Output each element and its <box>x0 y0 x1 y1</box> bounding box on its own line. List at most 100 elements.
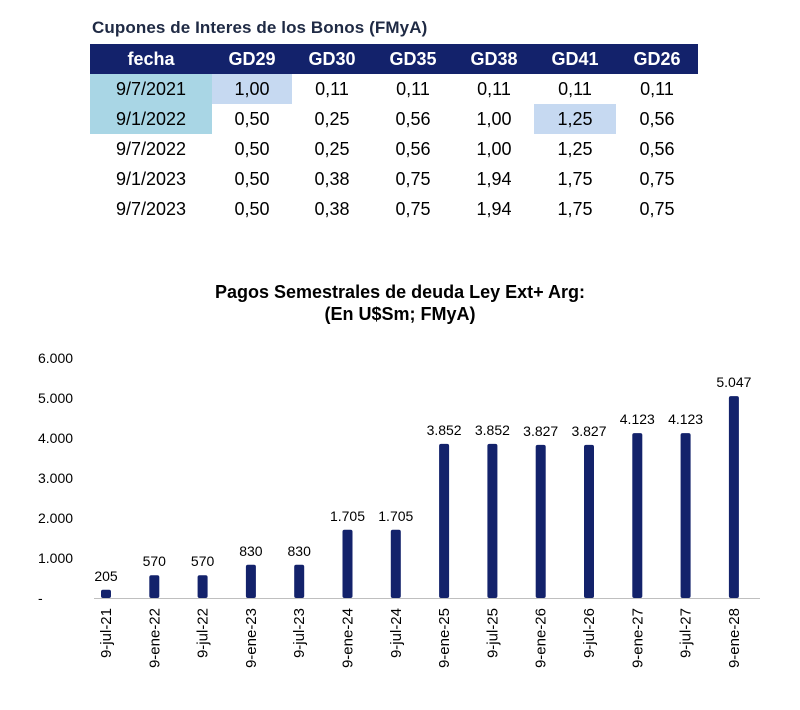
x-tick-label: 9-ene-25 <box>436 608 453 668</box>
x-tick-label: 9-ene-27 <box>629 608 646 668</box>
y-tick-label: 6.000 <box>38 350 73 366</box>
y-tick-label: 1.000 <box>38 550 73 566</box>
y-tick-label: 5.000 <box>38 390 73 406</box>
table-row: 9/7/2022 0,50 0,25 0,56 1,00 1,25 0,56 <box>90 134 698 164</box>
x-tick-label: 9-jul-22 <box>195 608 212 658</box>
table-cell: 1,94 <box>476 168 512 189</box>
data-label: 3.827 <box>523 423 558 439</box>
header-gd35: GD35 <box>372 44 454 74</box>
x-tick-label: 9-ene-24 <box>340 608 357 668</box>
table-cell: 0,11 <box>558 78 592 99</box>
header-gd41: GD41 <box>534 44 616 74</box>
header-gd38: GD38 <box>454 44 534 74</box>
chart-subtitle: (En U$Sm; FMyA) <box>324 304 476 324</box>
table-cell: 0,50 <box>234 198 270 219</box>
cell-date: 9/1/2022 <box>90 104 212 134</box>
x-tick-label: 9-ene-26 <box>533 608 550 668</box>
table-cell: 0,75 <box>639 168 675 189</box>
table-cell: 1,00 <box>476 108 512 129</box>
x-tick-label: 9-ene-23 <box>243 608 260 668</box>
bar <box>632 433 643 598</box>
table-row: 9/7/2023 0,50 0,38 0,75 1,94 1,75 0,75 <box>90 194 698 224</box>
bar <box>390 529 401 598</box>
table-cell: 0,38 <box>314 168 350 189</box>
table-cell: 0,11 <box>396 78 430 99</box>
x-tick-label: 9-jul-25 <box>484 608 501 658</box>
data-label: 570 <box>191 553 215 569</box>
bar <box>101 589 111 598</box>
table-cell: 1,25 <box>557 138 593 159</box>
data-label: 5.047 <box>716 374 751 390</box>
table-row: 9/7/2021 1,00 0,11 0,11 0,11 0,11 0,11 <box>90 74 698 104</box>
header-gd30: GD30 <box>292 44 372 74</box>
data-label: 830 <box>288 543 312 559</box>
bar <box>149 575 160 598</box>
table-cell: 0,50 <box>234 168 270 189</box>
table-cell: 0,38 <box>314 198 350 219</box>
bar <box>294 564 305 598</box>
table-cell: 0,75 <box>395 198 431 219</box>
bar <box>245 564 256 598</box>
table-cell: 1,94 <box>476 198 512 219</box>
x-tick-label: 9-jul-27 <box>678 608 695 658</box>
x-tick-label: 9-ene-28 <box>726 608 743 668</box>
table-cell: 0,50 <box>234 138 270 159</box>
bar <box>584 444 594 598</box>
cell-date: 9/7/2022 <box>115 138 187 159</box>
bar <box>439 443 450 598</box>
table-cell: 0,11 <box>640 78 674 99</box>
data-label: 4.123 <box>668 411 703 427</box>
cell-date: 9/7/2021 <box>90 74 212 104</box>
table-header-row: fecha GD29 GD30 GD35 GD38 GD41 GD26 <box>90 44 698 74</box>
chart-title: Pagos Semestrales de deuda Ley Ext+ Arg: <box>215 282 585 302</box>
table-row: 9/1/2023 0,50 0,38 0,75 1,94 1,75 0,75 <box>90 164 698 194</box>
data-label: 1.705 <box>378 508 413 524</box>
y-tick-label: 4.000 <box>38 430 73 446</box>
cell-date: 9/1/2023 <box>115 168 187 189</box>
data-label: 3.827 <box>571 423 606 439</box>
data-label: 1.705 <box>330 508 365 524</box>
header-gd26: GD26 <box>616 44 698 74</box>
bar <box>342 529 353 598</box>
table-cell: 0,56 <box>639 138 675 159</box>
x-tick-label: 9-jul-24 <box>388 608 405 658</box>
bar <box>197 575 208 598</box>
table-row: 9/1/2022 0,50 0,25 0,56 1,00 1,25 0,56 <box>90 104 698 134</box>
table-cell: 1,75 <box>557 168 593 189</box>
coupons-table: fecha GD29 GD30 GD35 GD38 GD41 GD26 9/7/… <box>90 44 698 224</box>
table-title: Cupones de Interes de los Bonos (FMyA) <box>92 18 428 37</box>
data-label: 4.123 <box>620 411 655 427</box>
table-cell: 0,56 <box>395 108 431 129</box>
y-tick-label: 3.000 <box>38 470 73 486</box>
table-cell: 0,75 <box>395 168 431 189</box>
table-cell: 0,56 <box>395 138 431 159</box>
bar <box>680 433 691 598</box>
y-tick-label: 2.000 <box>38 510 73 526</box>
table-cell: 0,25 <box>314 138 350 159</box>
table-cell: 0,11 <box>315 78 349 99</box>
table-cell: 0,50 <box>234 108 270 129</box>
table-cell: 0,56 <box>639 108 675 129</box>
data-label: 3.852 <box>475 422 510 438</box>
table-cell: 1,00 <box>212 74 292 104</box>
table-cell: 0,25 <box>314 108 350 129</box>
table-cell: 0,75 <box>639 198 675 219</box>
table-cell: 1,00 <box>476 138 512 159</box>
data-label: 570 <box>143 553 167 569</box>
data-label: 830 <box>239 543 263 559</box>
header-gd29: GD29 <box>212 44 292 74</box>
x-tick-label: 9-jul-23 <box>291 608 308 658</box>
data-label: 3.852 <box>427 422 462 438</box>
bar <box>728 396 739 598</box>
table-cell: 1,25 <box>534 104 616 134</box>
bar <box>535 444 546 598</box>
data-label: 205 <box>94 568 118 584</box>
x-tick-label: 9-jul-26 <box>581 608 598 658</box>
table-cell: 1,75 <box>557 198 593 219</box>
x-tick-label: 9-jul-21 <box>98 608 115 658</box>
table-cell: 0,11 <box>477 78 511 99</box>
bar <box>487 443 498 598</box>
cell-date: 9/7/2023 <box>115 198 187 219</box>
header-fecha: fecha <box>90 44 212 74</box>
